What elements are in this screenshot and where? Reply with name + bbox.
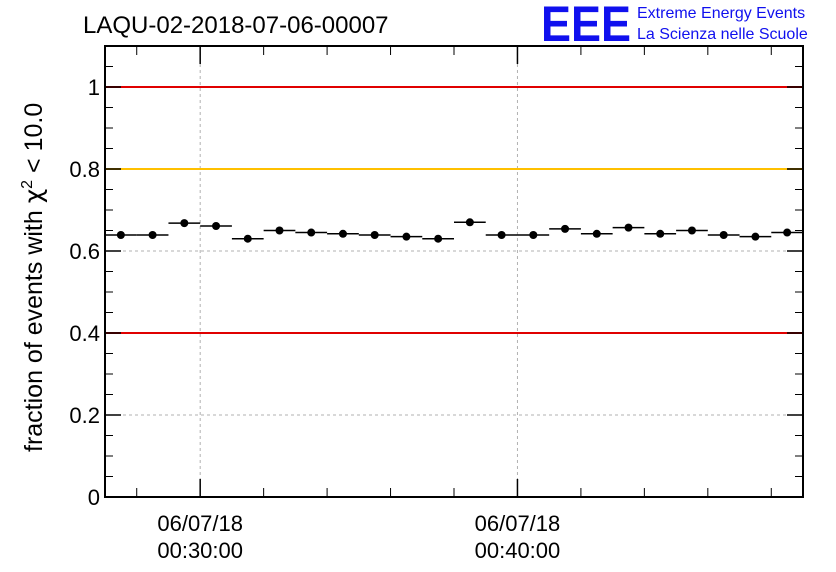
data-point-19 xyxy=(719,231,728,240)
y-tick-label-2: 0.4 xyxy=(69,321,100,346)
data-points xyxy=(105,218,803,243)
data-point-7 xyxy=(338,229,347,238)
axes xyxy=(104,45,804,498)
y-axis-label-prefix: fraction of events with xyxy=(20,203,48,452)
eee-logo-line2: La Scienza nelle Scuole xyxy=(637,26,808,43)
x-tick-label-date-0: 06/07/18 xyxy=(157,511,243,536)
eee-logo-mark: EEE xyxy=(541,0,631,52)
data-point-4 xyxy=(243,234,252,243)
data-point-0 xyxy=(116,231,125,240)
y-tick-label-0: 0 xyxy=(88,485,100,510)
y-axis-label-symbol: χ xyxy=(19,189,48,203)
y-tick-label-3: 0.6 xyxy=(69,239,100,264)
data-point-20 xyxy=(751,232,760,241)
data-point-8 xyxy=(370,231,379,240)
data-point-13 xyxy=(529,231,538,240)
y-axis-label-superscript: 2 xyxy=(19,180,36,189)
y-tick-label-1: 0.2 xyxy=(69,403,100,428)
y-axis-label: fraction of events with χ2 < 10.0 xyxy=(19,103,48,452)
data-point-9 xyxy=(402,232,411,241)
x-tick-label-time-1: 00:40:00 xyxy=(475,538,561,563)
y-tick-label-5: 1 xyxy=(88,75,100,100)
y-tick-label-4: 0.8 xyxy=(69,157,100,182)
x-tick-label-date-1: 06/07/18 xyxy=(475,511,561,536)
data-point-2 xyxy=(180,219,189,228)
data-point-6 xyxy=(307,228,316,237)
data-point-12 xyxy=(497,231,506,240)
data-point-14 xyxy=(561,224,570,233)
data-point-15 xyxy=(592,229,601,238)
data-point-3 xyxy=(212,221,221,230)
eee-logo-line1: Extreme Energy Events xyxy=(637,5,805,22)
chart-title: LAQU-02-2018-07-06-00007 xyxy=(83,12,389,39)
data-point-21 xyxy=(783,228,792,237)
y-tick-labels: 0 0.2 0.4 0.6 0.8 1 xyxy=(69,75,100,510)
data-point-16 xyxy=(624,223,633,232)
data-point-1 xyxy=(148,231,157,240)
data-point-11 xyxy=(465,218,474,227)
eee-logo: EEE Extreme Energy Events La Scienza nel… xyxy=(541,0,808,52)
data-point-18 xyxy=(687,226,696,235)
data-point-17 xyxy=(656,229,665,238)
x-tick-label-time-0: 00:30:00 xyxy=(157,538,243,563)
y-axis-label-suffix: < 10.0 xyxy=(20,103,48,180)
reference-lines xyxy=(105,86,803,334)
data-point-10 xyxy=(434,234,443,243)
data-point-5 xyxy=(275,226,284,235)
